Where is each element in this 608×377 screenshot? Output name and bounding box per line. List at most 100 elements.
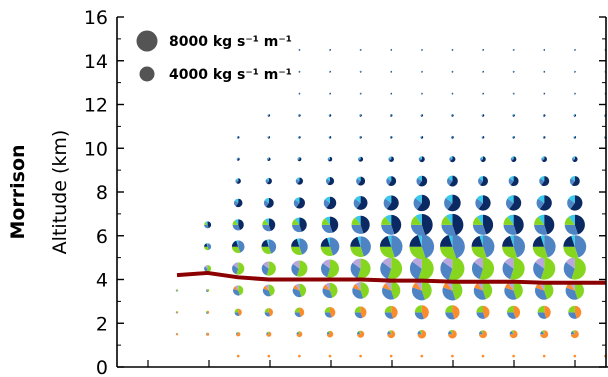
pie-marker: [479, 330, 487, 339]
pie-slice: [482, 48, 484, 51]
pie-slice: [510, 176, 519, 187]
pie-marker: [471, 235, 495, 259]
pie-slice: [204, 224, 209, 229]
pie-slice: [388, 330, 392, 335]
pie-marker: [267, 114, 271, 117]
pie-slice: [296, 177, 300, 182]
pie-slice: [509, 330, 514, 335]
pie-slice: [236, 354, 240, 358]
pie-marker: [295, 177, 304, 185]
pie-slice: [451, 92, 453, 94]
pie-marker: [358, 156, 364, 162]
pie-slice: [543, 48, 546, 51]
pie-slice: [411, 287, 425, 301]
pie-slice: [298, 48, 300, 50]
pie-slice: [359, 70, 362, 73]
pie-marker: [326, 330, 334, 338]
pie-slice: [355, 196, 361, 203]
pie-slice: [414, 312, 424, 320]
pie-slice: [176, 289, 177, 291]
pie-slice: [482, 71, 483, 73]
pie-marker: [323, 196, 337, 210]
pie-slice: [206, 310, 208, 313]
pie-marker: [482, 92, 484, 95]
pie-marker: [298, 48, 301, 51]
pie-slice: [233, 262, 239, 269]
pie-slice: [480, 156, 483, 160]
pie-slice: [451, 70, 454, 73]
pie-slice: [359, 114, 361, 117]
pie-marker: [359, 48, 362, 51]
pie-slice: [352, 258, 361, 269]
pie-slice: [512, 114, 514, 116]
pie-marker: [359, 114, 362, 117]
pie-slice: [532, 235, 545, 247]
pie-slice: [233, 200, 239, 207]
pie-slice: [604, 136, 606, 139]
pie-slice: [512, 48, 514, 50]
pie-slice: [264, 308, 269, 313]
pie-slice: [206, 289, 208, 291]
pie-slice: [444, 198, 453, 210]
pie-slice: [328, 156, 333, 162]
pie-slice: [482, 92, 483, 94]
pie-slice: [574, 281, 585, 300]
pie-slice: [448, 234, 453, 247]
pie-marker: [440, 256, 465, 281]
pie-slice: [564, 216, 575, 225]
pie-marker: [503, 214, 524, 235]
pie-slice: [573, 354, 577, 358]
pie-slice: [541, 330, 545, 335]
pie-marker: [482, 70, 484, 73]
pie-slice: [204, 221, 208, 225]
pie-marker: [414, 305, 429, 320]
pie-marker: [388, 156, 394, 162]
pie-slice: [360, 282, 369, 299]
pie-slice: [574, 48, 575, 50]
pie-slice: [542, 114, 545, 117]
pie-slice: [573, 49, 575, 51]
pie-slice: [328, 136, 330, 138]
y-tick-label: 2: [96, 313, 108, 335]
pie-slice: [350, 236, 361, 247]
pie-slice: [299, 283, 307, 297]
pie-slice: [451, 92, 454, 95]
pie-slice: [359, 49, 361, 51]
pie-slice: [543, 92, 545, 94]
pie-slice: [574, 70, 575, 72]
pie-slice: [391, 281, 401, 300]
pie-marker: [329, 70, 331, 73]
pie-slice: [298, 136, 300, 138]
pie-slice: [204, 243, 208, 247]
pie-marker: [573, 135, 577, 139]
pie-slice: [449, 157, 453, 161]
pie-slice: [328, 114, 332, 117]
pie-slice: [511, 156, 514, 160]
pie-slice: [262, 288, 271, 297]
pie-slice: [261, 239, 269, 247]
pie-slice: [329, 92, 330, 94]
pie-slice: [482, 48, 483, 50]
pie-marker: [384, 305, 398, 319]
pie-marker: [451, 48, 454, 51]
pie-slice: [207, 310, 210, 314]
pie-slice: [571, 257, 586, 280]
pie-slice: [352, 287, 364, 299]
pie-marker: [294, 307, 305, 318]
pie-slice: [382, 257, 392, 269]
pie-marker: [481, 114, 485, 117]
pie-slice: [206, 288, 208, 291]
pie-marker: [328, 354, 332, 358]
pie-slice: [267, 157, 271, 161]
pie-marker: [321, 216, 339, 234]
pie-slice: [507, 312, 516, 319]
pie-slice: [328, 330, 330, 335]
pie-marker: [449, 156, 456, 163]
pie-marker: [504, 281, 523, 300]
pie-slice: [355, 282, 361, 291]
pie-slice: [543, 114, 545, 116]
pie-slice: [544, 235, 556, 258]
pie-marker: [236, 136, 240, 139]
pie-slice: [439, 246, 457, 260]
